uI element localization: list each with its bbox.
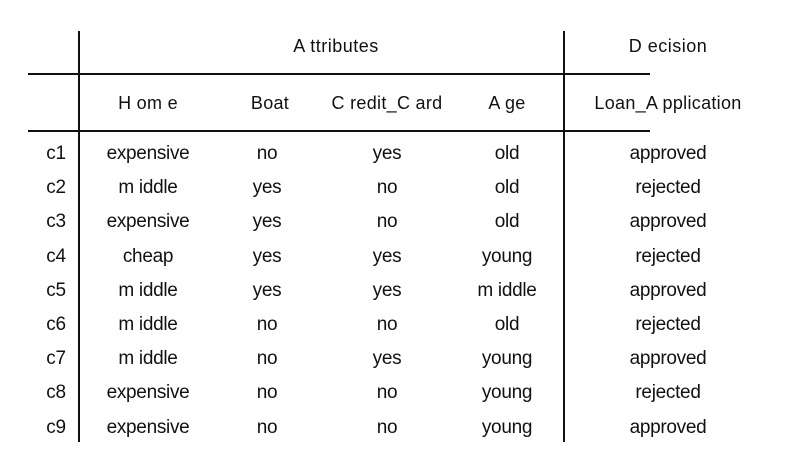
cell-boat: no	[256, 416, 278, 438]
cell-loan-application: rejected	[635, 314, 701, 335]
row-id: c2	[46, 177, 66, 199]
cell-home: expensive	[106, 143, 190, 164]
cell-loan-application: approved	[629, 416, 707, 438]
header-rule-bottom	[28, 130, 650, 132]
row-id: c6	[46, 314, 66, 335]
column-header-loan-application: Loan_A pplication	[594, 93, 742, 113]
cell-credit-card: no	[376, 416, 398, 438]
column-header-home: H om e	[118, 93, 178, 113]
cell-credit-card: no	[376, 314, 398, 335]
cell-boat: no	[256, 143, 278, 164]
cell-loan-application: approved	[629, 279, 707, 301]
cell-credit-card: no	[376, 382, 398, 404]
cell-loan-application: approved	[629, 211, 707, 233]
cell-boat: yes	[252, 245, 282, 267]
row-id: c9	[46, 416, 66, 438]
cell-age: old	[494, 211, 520, 233]
cell-home: m iddle	[118, 177, 178, 199]
cell-boat: yes	[252, 279, 282, 301]
attributes-group-header: A ttributes	[293, 36, 379, 56]
cell-boat: no	[256, 348, 278, 370]
row-id: c8	[46, 382, 66, 404]
cell-loan-application: rejected	[635, 177, 701, 199]
row-id: c3	[46, 211, 66, 233]
cell-loan-application: approved	[629, 143, 707, 164]
cell-age: young	[481, 245, 533, 267]
cell-age: old	[494, 143, 520, 164]
cell-loan-application: rejected	[635, 245, 701, 267]
column-header-age: A ge	[488, 93, 526, 113]
column-header-boat: Boat	[250, 93, 290, 113]
cell-loan-application: approved	[629, 348, 707, 370]
header-rule-top	[28, 73, 650, 75]
row-id-divider	[78, 31, 80, 442]
cell-boat: no	[256, 314, 278, 335]
cell-home: expensive	[106, 211, 190, 233]
row-id: c5	[46, 279, 66, 301]
cell-age: old	[494, 177, 520, 199]
row-id: c7	[46, 348, 66, 370]
cell-age: young	[481, 382, 533, 404]
cell-credit-card: yes	[372, 245, 402, 267]
cell-home: expensive	[106, 416, 190, 438]
decision-divider	[563, 31, 565, 442]
cell-home: m iddle	[118, 314, 178, 335]
cell-boat: yes	[252, 211, 282, 233]
cell-credit-card: yes	[372, 279, 402, 301]
cell-age: m iddle	[477, 279, 537, 301]
cell-credit-card: yes	[372, 348, 402, 370]
cell-home: m iddle	[118, 279, 178, 301]
column-header-credit-card: C redit_C ard	[331, 93, 443, 113]
row-id: c4	[46, 245, 66, 267]
cell-credit-card: yes	[372, 143, 402, 164]
cell-credit-card: no	[376, 211, 398, 233]
cell-boat: no	[256, 382, 278, 404]
cell-home: m iddle	[118, 348, 178, 370]
cell-home: cheap	[122, 245, 174, 267]
row-id: c1	[46, 143, 66, 164]
cell-age: young	[481, 416, 533, 438]
cell-home: expensive	[106, 382, 190, 404]
cell-boat: yes	[252, 177, 282, 199]
cell-loan-application: rejected	[635, 382, 701, 404]
cell-credit-card: no	[376, 177, 398, 199]
decision-group-header: D ecision	[628, 36, 708, 56]
cell-age: young	[481, 348, 533, 370]
cell-age: old	[494, 314, 520, 335]
